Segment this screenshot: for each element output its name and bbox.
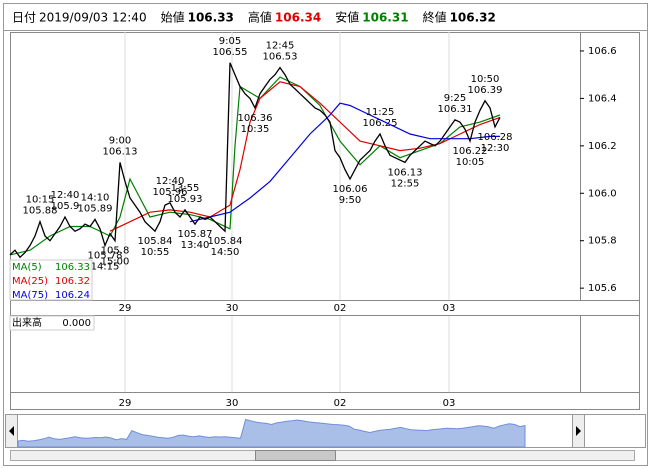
annotation-value: 105.87 — [178, 229, 213, 240]
annotation-time: 15:00 — [101, 257, 130, 268]
y-tick-label: 105.6 — [588, 283, 617, 294]
y-tick-label: 106.4 — [588, 93, 617, 104]
annotation-time: 10:55 — [141, 247, 170, 258]
price-axis-panel — [580, 32, 640, 301]
annotation-value: 106.06 — [333, 184, 368, 195]
header-value: 106.31 — [362, 11, 408, 25]
price-line — [9, 62, 501, 259]
annotation-value: 106.31 — [438, 104, 473, 115]
volume-panel — [10, 315, 581, 393]
annotation-value: 105.78 — [88, 250, 123, 261]
price-panel — [10, 32, 581, 301]
annotation-value: 105.8 — [101, 246, 130, 257]
legend-name: MA(25) — [12, 276, 48, 287]
header-value: 106.33 — [188, 11, 234, 25]
annotation-time: 12:40 — [156, 176, 185, 187]
header-value: 106.34 — [275, 11, 321, 25]
legend-box — [9, 259, 93, 301]
header-label: 始値 — [161, 10, 185, 25]
annotation-value: 106.55 — [213, 47, 248, 58]
annotation-value: 105.84 — [208, 236, 243, 247]
header-label: 終値 — [423, 10, 447, 25]
volume-label: 出来高 — [12, 316, 42, 329]
left-arrow-icon — [9, 426, 14, 436]
annotation-time: 12:40 — [51, 190, 80, 201]
x-tick-label: 02 — [334, 303, 347, 314]
y-tick-label: 106.2 — [588, 141, 617, 152]
header-label: 安値 — [335, 10, 359, 25]
header-value: 2019/09/03 12:40 — [39, 11, 147, 25]
volume-value: 0.000 — [62, 318, 91, 329]
annotation-value: 106.39 — [468, 85, 503, 96]
legend-value: 106.24 — [55, 290, 90, 301]
header-value: 106.32 — [450, 11, 496, 25]
annotation-time: 11:25 — [366, 107, 395, 118]
annotation-time: 10:35 — [241, 124, 270, 135]
annotation-value: 106.13 — [103, 146, 138, 157]
annotation-time: 10:50 — [471, 74, 500, 85]
right-arrow-icon — [576, 426, 581, 436]
annotation-value: 106.36 — [238, 113, 273, 124]
legend-value: 106.33 — [55, 262, 90, 273]
volume-x-tick-label: 30 — [226, 398, 239, 409]
legend-name: MA(5) — [12, 262, 42, 273]
annotation-value: 106.28 — [478, 132, 513, 143]
annotation-time: 10:05 — [456, 157, 485, 168]
x-tick-label: 30 — [226, 303, 239, 314]
volume-x-axis-strip — [10, 392, 640, 410]
ma-line — [9, 76, 501, 256]
annotation-time: 13:55 — [171, 183, 200, 194]
annotation-time: 9:05 — [219, 36, 241, 47]
navigator-area — [17, 418, 526, 448]
volume-x-tick-label: 29 — [119, 398, 132, 409]
annotation-time: 9:00 — [109, 135, 131, 146]
annotation-value: 105.89 — [78, 203, 113, 214]
x-tick-label: 29 — [119, 303, 132, 314]
annotation-value: 105.93 — [168, 194, 203, 205]
annotation-value: 106.13 — [388, 167, 423, 178]
annotation-time: 13:40 — [181, 240, 210, 251]
annotation-value: 105.96 — [153, 187, 188, 198]
annotation-value: 106.25 — [363, 118, 398, 129]
annotation-time: 12:45 — [266, 41, 295, 52]
x-tick-label: 03 — [443, 303, 456, 314]
annotation-time: 14:50 — [211, 247, 240, 258]
x-axis-strip — [10, 300, 640, 316]
annotation-time: 9:50 — [339, 195, 361, 206]
annotation-time: 12:55 — [391, 178, 420, 189]
annotation-value: 105.88 — [23, 206, 58, 217]
header-label: 高値 — [248, 10, 272, 25]
volume-legend-box — [9, 315, 95, 331]
annotation-time: 10:15 — [26, 195, 55, 206]
y-tick-label: 106.0 — [588, 188, 617, 199]
legend-value: 106.32 — [55, 276, 90, 287]
scrollbar-thumb[interactable] — [255, 450, 336, 461]
annotation-value: 106.22 — [453, 146, 488, 157]
annotation-value: 105.84 — [138, 236, 173, 247]
y-tick-label: 105.8 — [588, 236, 617, 247]
annotation-value: 105.9 — [51, 201, 80, 212]
ma-line — [189, 102, 500, 223]
volume-x-tick-label: 02 — [334, 398, 347, 409]
annotation-time: 12:30 — [481, 143, 510, 154]
annotation-value: 106.53 — [263, 52, 298, 63]
annotation-time: 14:15 — [91, 261, 120, 272]
y-tick-label: 106.6 — [588, 46, 617, 57]
volume-x-tick-label: 03 — [443, 398, 456, 409]
annotation-time: 9:25 — [444, 93, 466, 104]
volume-axis-panel — [580, 315, 640, 393]
header-label: 日付 — [12, 11, 36, 25]
annotation-time: 14:10 — [81, 192, 110, 203]
legend-name: MA(75) — [12, 290, 48, 301]
